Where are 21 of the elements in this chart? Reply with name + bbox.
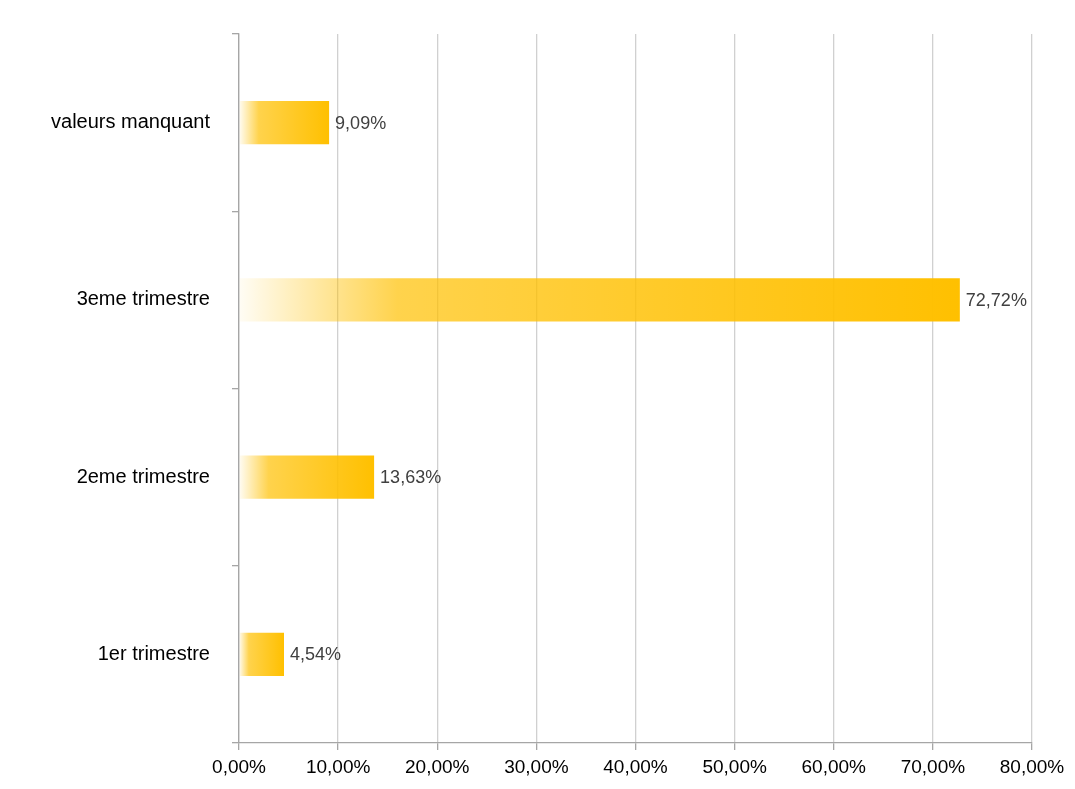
bar: [239, 455, 375, 499]
data-label: 4,54%: [290, 644, 342, 665]
x-tick-label: 80,00%: [999, 755, 1065, 777]
x-tick-label: 70,00%: [900, 755, 966, 777]
x-tick-label: 20,00%: [405, 755, 470, 777]
bar: [239, 101, 330, 145]
x-tick-label: 0,00%: [212, 755, 267, 777]
y-tick-label: valeurs manquant: [51, 110, 211, 133]
x-tick-label: 40,00%: [603, 755, 668, 777]
y-tick-label: 2eme trimestre: [76, 464, 210, 487]
y-tick-label: 1er trimestre: [97, 641, 210, 664]
x-tick-label: 30,00%: [504, 755, 569, 777]
data-label: 72,72%: [965, 289, 1027, 310]
bar: [239, 278, 960, 322]
x-tick-label: 10,00%: [305, 755, 371, 777]
data-label: 9,09%: [335, 112, 387, 133]
data-label: 13,63%: [380, 467, 442, 488]
x-tick-label: 60,00%: [801, 755, 867, 777]
x-tick-label: 50,00%: [702, 755, 767, 777]
y-tick-label: 3eme trimestre: [76, 287, 210, 310]
bar: [239, 632, 284, 676]
